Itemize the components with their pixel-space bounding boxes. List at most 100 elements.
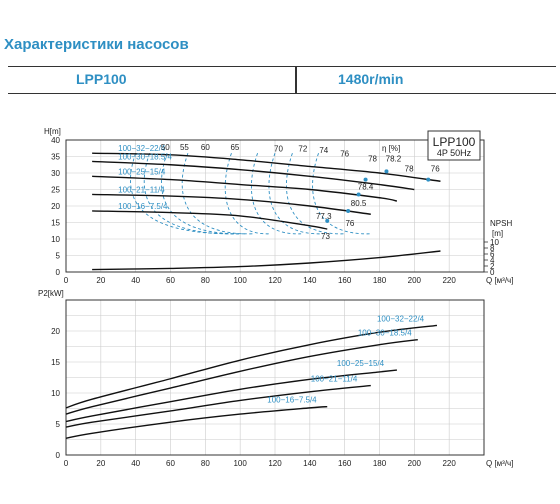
- efficiency-isoline: [312, 153, 371, 235]
- y-tick-label: 0: [56, 268, 61, 277]
- npsh-tick-label: 2: [490, 262, 495, 271]
- y-tick-label: 20: [51, 202, 60, 211]
- x-tick-label: 120: [268, 276, 282, 285]
- y-tick-label: 25: [51, 186, 60, 195]
- y-tick-label: 5: [56, 420, 61, 429]
- power-series-label: 100−21−11/4: [311, 375, 358, 384]
- efficiency-label: 78.2: [386, 154, 402, 163]
- x-tick-label: 180: [373, 459, 387, 468]
- power-series-label: 100−30−18.5/4: [358, 329, 412, 338]
- bep-point: [356, 192, 361, 197]
- x-tick-label: 40: [131, 276, 140, 285]
- efficiency-isoline: [251, 153, 302, 235]
- head-curve: [92, 210, 328, 230]
- npsh-tick-label: 8: [490, 244, 495, 253]
- x-tick-label: 20: [96, 276, 105, 285]
- y-axis-label: P2[kW]: [38, 289, 64, 298]
- power-series-label: 100−25−15/4: [337, 359, 385, 368]
- power-series-label: 100−16−7.5/4: [267, 396, 317, 405]
- y-tick-label: 15: [51, 358, 60, 367]
- x-tick-label: 120: [268, 459, 282, 468]
- plot-frame: [65, 139, 485, 273]
- power-series-label: 100−32−22/4: [377, 314, 425, 323]
- model-band: LPP100 1480r/min: [8, 66, 556, 94]
- x-tick-label: 140: [303, 459, 317, 468]
- y-axis-label: H[m]: [44, 127, 61, 136]
- power-curve: [65, 338, 418, 415]
- power-curve: [65, 384, 371, 428]
- x-tick-label: 60: [166, 276, 175, 285]
- x-tick-label: 100: [233, 276, 247, 285]
- head-series-label: 100−30−18.5/4: [118, 152, 172, 161]
- efficiency-label: 78.4: [358, 183, 374, 192]
- head-curve: [92, 175, 398, 202]
- x-tick-label: 40: [131, 459, 140, 468]
- band-divider: [295, 67, 297, 93]
- x-tick-label: 0: [64, 276, 69, 285]
- x-tick-label: 100: [233, 459, 247, 468]
- y-tick-label: 35: [51, 153, 60, 162]
- efficiency-isoline: [268, 153, 323, 235]
- npsh-tick-label: 10: [490, 238, 499, 247]
- x-tick-label: 140: [303, 276, 317, 285]
- info-box-model: LPP100: [433, 135, 476, 149]
- power-curve: [65, 369, 397, 423]
- efficiency-isoline: [224, 153, 271, 235]
- x-tick-label: 180: [373, 276, 387, 285]
- efficiency-label: 60: [201, 143, 210, 152]
- efficiency-label: 50: [161, 143, 170, 152]
- x-tick-label: 200: [408, 459, 422, 468]
- x-tick-label: 220: [442, 276, 456, 285]
- y-tick-label: 10: [51, 389, 60, 398]
- efficiency-label: 65: [230, 143, 239, 152]
- npsh-tick-label: 4: [490, 256, 495, 265]
- y-tick-label: 20: [51, 327, 60, 336]
- x-tick-label: 160: [338, 276, 352, 285]
- x-tick-label: 160: [338, 459, 352, 468]
- head-curve: [92, 152, 441, 182]
- efficiency-isoline: [181, 153, 254, 235]
- x-tick-label: 80: [201, 459, 210, 468]
- head-series-label: 100−25−15/4: [118, 167, 166, 176]
- npsh-label: NPSH: [490, 219, 512, 228]
- bep-point: [426, 177, 431, 182]
- x-tick-label: 220: [442, 459, 456, 468]
- x-axis-label: Q [м³/ч]: [486, 459, 513, 468]
- y-tick-label: 30: [51, 169, 60, 178]
- efficiency-label: 70: [274, 145, 283, 154]
- efficiency-label: 76: [340, 150, 349, 159]
- head-curve: [92, 193, 371, 215]
- plot-frame: [65, 299, 485, 456]
- efficiency-label: 74: [319, 146, 328, 155]
- head-series-label: 100−16−7.5/4: [118, 202, 168, 211]
- x-tick-label: 20: [96, 459, 105, 468]
- npsh-tick-label: 6: [490, 250, 495, 259]
- efficiency-isoline: [286, 153, 345, 235]
- efficiency-label: 78: [368, 154, 377, 163]
- bep-point: [346, 208, 351, 213]
- npsh-curve: [92, 250, 441, 271]
- efficiency-label: 76: [431, 164, 440, 173]
- model-speed: 1480r/min: [338, 71, 404, 87]
- efficiency-label: 76: [345, 219, 354, 228]
- power-curve: [65, 405, 328, 439]
- x-tick-label: 200: [408, 276, 422, 285]
- info-box-spec: 4P 50Hz: [437, 148, 472, 158]
- efficiency-label: 55: [180, 143, 189, 152]
- power-curve: [65, 324, 438, 409]
- x-tick-label: 80: [201, 276, 210, 285]
- efficiency-label: 72: [298, 145, 307, 154]
- efficiency-label: 73: [321, 232, 330, 241]
- page-title: Характеристики насосов: [4, 36, 189, 53]
- x-tick-label: 60: [166, 459, 175, 468]
- info-box: [427, 130, 481, 161]
- y-tick-label: 40: [51, 136, 60, 145]
- y-tick-label: 0: [56, 451, 61, 460]
- efficiency-label: 78: [405, 164, 414, 173]
- bep-point: [325, 218, 330, 223]
- x-tick-label: 0: [64, 459, 69, 468]
- efficiency-label: 77.3: [316, 212, 332, 221]
- y-tick-label: 5: [56, 252, 61, 261]
- efficiency-label: 80.5: [351, 199, 367, 208]
